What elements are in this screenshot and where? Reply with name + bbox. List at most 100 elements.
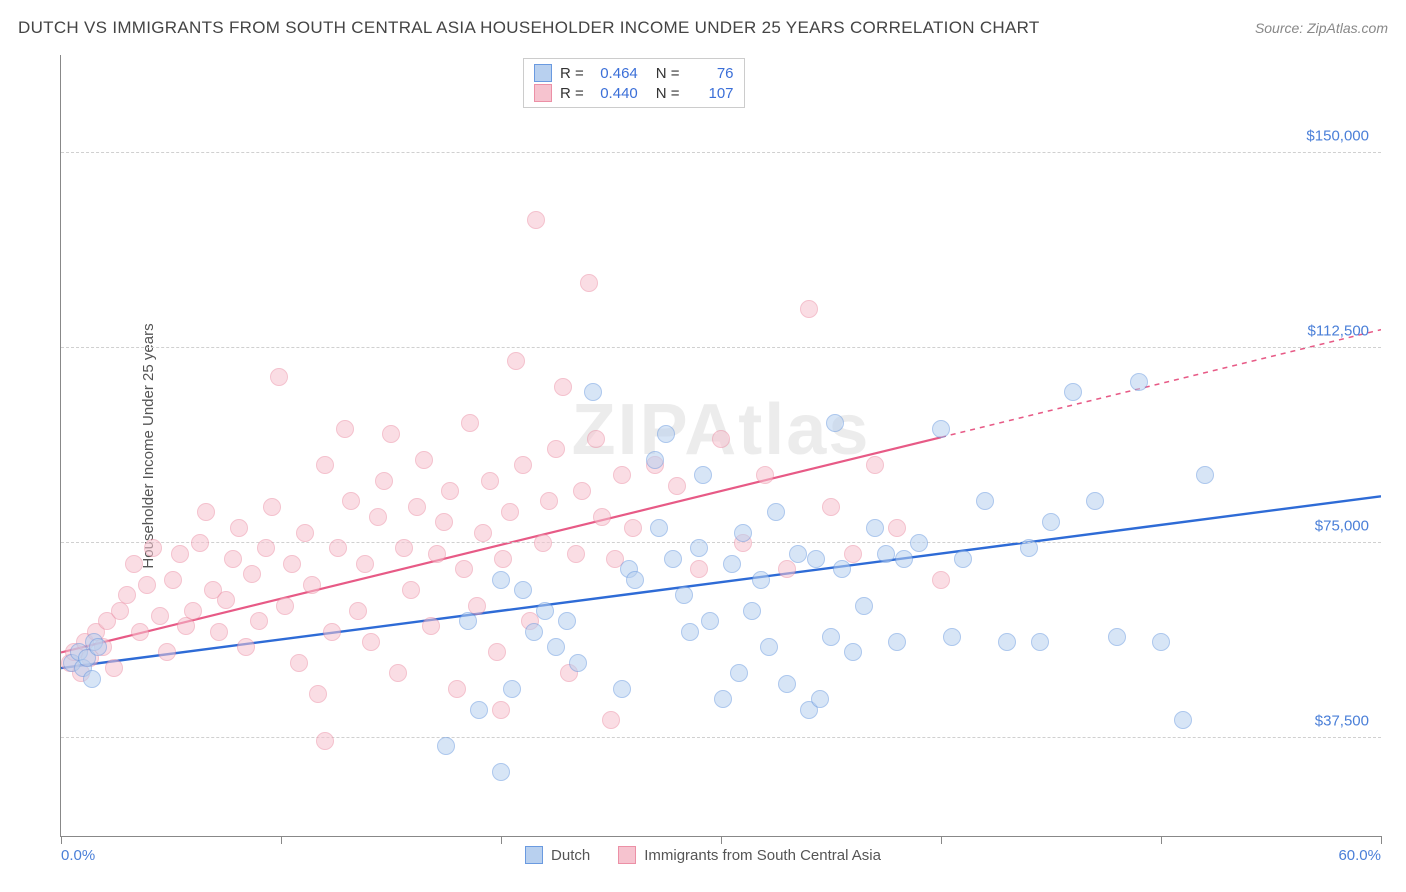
scatter-point (415, 451, 433, 469)
x-tick-mark (61, 836, 62, 844)
scatter-point (833, 560, 851, 578)
scatter-point (461, 414, 479, 432)
x-tick-mark (721, 836, 722, 844)
scatter-point (402, 581, 420, 599)
scatter-point (501, 503, 519, 521)
scatter-point (976, 492, 994, 510)
scatter-point (877, 545, 895, 563)
scatter-point (151, 607, 169, 625)
x-tick-mark (1161, 836, 1162, 844)
scatter-point (767, 503, 785, 521)
scatter-point (650, 519, 668, 537)
scatter-point (362, 633, 380, 651)
scatter-point (474, 524, 492, 542)
stat-r-value: 0.464 (592, 65, 638, 82)
scatter-point (701, 612, 719, 630)
scatter-point (826, 414, 844, 432)
scatter-point (210, 623, 228, 641)
scatter-point (932, 420, 950, 438)
x-tick-mark (941, 836, 942, 844)
scatter-point (336, 420, 354, 438)
scatter-point (723, 555, 741, 573)
scatter-point (569, 654, 587, 672)
scatter-point (283, 555, 301, 573)
legend-swatch (525, 846, 543, 864)
scatter-point (1108, 628, 1126, 646)
scatter-point (349, 602, 367, 620)
stat-r-label: R = (560, 85, 584, 102)
scatter-point (866, 456, 884, 474)
bottom-legend: Dutch Immigrants from South Central Asia (0, 846, 1406, 864)
scatter-point (250, 612, 268, 630)
scatter-point (105, 659, 123, 677)
scatter-point (290, 654, 308, 672)
scatter-point (184, 602, 202, 620)
stat-n-label: N = (656, 65, 680, 82)
scatter-point (422, 617, 440, 635)
legend-swatch (534, 64, 552, 82)
gridline-horizontal (61, 152, 1381, 153)
y-axis-label: Householder Income Under 25 years (140, 323, 157, 568)
scatter-point (573, 482, 591, 500)
scatter-point (144, 539, 162, 557)
scatter-point (534, 534, 552, 552)
scatter-point (270, 368, 288, 386)
stat-n-value: 107 (688, 85, 734, 102)
scatter-point (1031, 633, 1049, 651)
scatter-point (316, 456, 334, 474)
scatter-point (494, 550, 512, 568)
scatter-point (389, 664, 407, 682)
scatter-point (1152, 633, 1170, 651)
scatter-point (1196, 466, 1214, 484)
scatter-point (1020, 539, 1038, 557)
legend-item: Immigrants from South Central Asia (618, 846, 881, 864)
scatter-point (712, 430, 730, 448)
scatter-point (455, 560, 473, 578)
legend-item: Dutch (525, 846, 590, 864)
scatter-point (492, 763, 510, 781)
scatter-point (730, 664, 748, 682)
scatter-point (624, 519, 642, 537)
scatter-point (448, 680, 466, 698)
scatter-point (527, 211, 545, 229)
scatter-point (778, 560, 796, 578)
legend-label: Dutch (551, 847, 590, 864)
scatter-point (89, 638, 107, 656)
legend-swatch (534, 84, 552, 102)
scatter-point (230, 519, 248, 537)
scatter-point (536, 602, 554, 620)
scatter-point (760, 638, 778, 656)
scatter-point (567, 545, 585, 563)
scatter-point (83, 670, 101, 688)
scatter-point (690, 560, 708, 578)
x-tick-mark (281, 836, 282, 844)
legend-label: Immigrants from South Central Asia (644, 847, 881, 864)
scatter-point (243, 565, 261, 583)
scatter-point (177, 617, 195, 635)
scatter-point (998, 633, 1016, 651)
scatter-point (525, 623, 543, 641)
scatter-point (408, 498, 426, 516)
scatter-point (558, 612, 576, 630)
gridline-horizontal (61, 347, 1381, 348)
chart-plot-area: Householder Income Under 25 years ZIPAtl… (60, 55, 1381, 837)
y-tick-label: $112,500 (1308, 322, 1369, 339)
scatter-point (587, 430, 605, 448)
scatter-point (503, 680, 521, 698)
scatter-point (369, 508, 387, 526)
stat-r-label: R = (560, 65, 584, 82)
scatter-point (435, 513, 453, 531)
scatter-point (593, 508, 611, 526)
scatter-point (224, 550, 242, 568)
legend-swatch (618, 846, 636, 864)
scatter-point (395, 539, 413, 557)
scatter-point (681, 623, 699, 641)
scatter-point (778, 675, 796, 693)
stats-box: R =0.464N =76R =0.440N =107 (523, 58, 745, 108)
scatter-point (675, 586, 693, 604)
scatter-point (811, 690, 829, 708)
scatter-point (459, 612, 477, 630)
y-tick-label: $75,000 (1315, 518, 1369, 535)
scatter-point (492, 701, 510, 719)
y-tick-label: $37,500 (1315, 713, 1369, 730)
